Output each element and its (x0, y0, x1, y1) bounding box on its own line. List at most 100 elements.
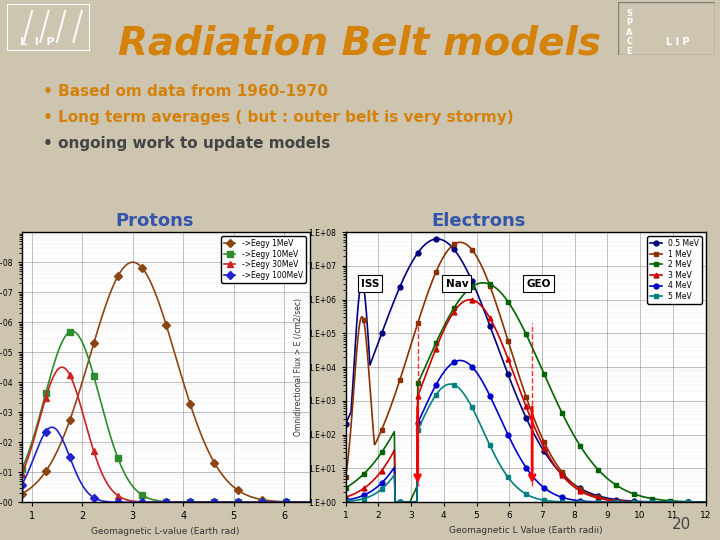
4 MeV (456, 357, 464, 364)
5 MeV (570, 499, 578, 505)
Text: • Based om data from 1960-1970: • Based om data from 1960-1970 (43, 84, 328, 99)
0.5 MeV (485, 320, 493, 327)
->Eegy 10MeV (261, 499, 269, 505)
0.5 MeV (433, 236, 442, 242)
4 MeV (701, 499, 710, 505)
4 MeV (384, 471, 393, 478)
3 MeV (384, 457, 393, 463)
Text: • ongoing work to update models: • ongoing work to update models (43, 136, 330, 151)
0.5 MeV (459, 261, 468, 268)
->Eegy 1MeV (261, 497, 269, 503)
->Eegy 100MeV (203, 499, 212, 505)
Text: Nav: Nav (446, 279, 468, 288)
5 MeV (460, 392, 469, 398)
Text: A: A (626, 28, 633, 37)
4 MeV (570, 497, 578, 503)
->Eegy 100MeV (280, 499, 289, 505)
4 MeV (486, 393, 495, 399)
Line: ->Eegy 100MeV: ->Eegy 100MeV (19, 424, 312, 505)
X-axis label: Geomagnetic L-value (Earth rad): Geomagnetic L-value (Earth rad) (91, 527, 240, 536)
1 MeV (602, 496, 611, 502)
->Eegy 100MeV (17, 482, 26, 488)
1 MeV (384, 408, 393, 415)
1 MeV (459, 240, 468, 246)
Text: Electrons: Electrons (431, 212, 526, 230)
->Eegy 100MeV (47, 424, 55, 430)
5 MeV (605, 499, 613, 505)
1 MeV (604, 496, 613, 503)
Text: Protons: Protons (115, 212, 194, 230)
Y-axis label: Omnidirectional Flux > E (/cm2/sec): Omnidirectional Flux > E (/cm2/sec) (294, 298, 303, 436)
->Eegy 1MeV (18, 490, 27, 496)
->Eegy 30MeV (189, 499, 198, 505)
->Eegy 30MeV (18, 469, 27, 476)
Line: 0.5 MeV: 0.5 MeV (343, 237, 708, 504)
->Eegy 1MeV (189, 409, 197, 416)
Line: 5 MeV: 5 MeV (343, 382, 708, 505)
0.5 MeV (384, 311, 393, 318)
3 MeV (391, 499, 400, 505)
->Eegy 10MeV (17, 466, 26, 472)
->Eegy 30MeV (189, 499, 197, 505)
2 MeV (341, 484, 350, 491)
2 MeV (605, 477, 613, 483)
Text: • Long term averages ( but : outer belt is very stormy): • Long term averages ( but : outer belt … (43, 110, 514, 125)
3 MeV (341, 494, 350, 501)
Bar (431, 235, 483, 278)
5 MeV (701, 499, 710, 505)
5 MeV (391, 499, 400, 505)
->Eegy 30MeV (280, 499, 289, 505)
Text: C: C (626, 37, 632, 46)
3 MeV (701, 499, 710, 505)
Text: GEO: GEO (526, 279, 551, 288)
Line: ->Eegy 30MeV: ->Eegy 30MeV (19, 364, 312, 505)
Legend: 0.5 MeV, 1 MeV, 2 MeV, 3 MeV, 4 MeV, 5 MeV: 0.5 MeV, 1 MeV, 2 MeV, 3 MeV, 4 MeV, 5 M… (647, 236, 702, 304)
->Eegy 100MeV (262, 499, 271, 505)
3 MeV (459, 298, 468, 305)
Line: 2 MeV: 2 MeV (343, 280, 708, 505)
->Eegy 30MeV (305, 499, 314, 505)
Text: Radiation Belt models: Radiation Belt models (119, 24, 601, 62)
2 MeV (478, 280, 487, 286)
5 MeV (603, 499, 611, 505)
0.5 MeV (569, 481, 577, 487)
Legend: ->Eegy 1MeV, ->Eegy 10MeV, ->Eegy 30MeV, ->Eegy 100MeV: ->Eegy 1MeV, ->Eegy 10MeV, ->Eegy 30MeV,… (221, 236, 306, 283)
Text: S: S (626, 9, 632, 17)
2 MeV (391, 499, 400, 505)
->Eegy 30MeV (259, 499, 268, 505)
3 MeV (570, 483, 578, 490)
Text: 20: 20 (672, 517, 691, 532)
->Eegy 100MeV (194, 499, 203, 505)
1 MeV (485, 280, 493, 287)
2 MeV (459, 291, 468, 298)
->Eegy 1MeV (189, 412, 198, 418)
->Eegy 10MeV (194, 499, 203, 505)
2 MeV (384, 438, 393, 444)
3 MeV (603, 497, 611, 503)
Line: 1 MeV: 1 MeV (343, 240, 708, 504)
->Eegy 30MeV (194, 499, 203, 505)
->Eegy 30MeV (58, 364, 66, 370)
->Eegy 100MeV (189, 499, 198, 505)
->Eegy 100MeV (189, 499, 197, 505)
5 MeV (384, 478, 393, 485)
3 MeV (466, 296, 474, 303)
0.5 MeV (701, 499, 710, 505)
->Eegy 1MeV (194, 426, 203, 432)
0.5 MeV (341, 421, 350, 427)
1 MeV (569, 481, 577, 487)
5 MeV (341, 498, 350, 505)
->Eegy 1MeV (305, 499, 314, 505)
Text: ISS: ISS (361, 279, 379, 288)
1 MeV (456, 239, 464, 246)
1 MeV (701, 499, 710, 505)
4 MeV (460, 358, 469, 365)
X-axis label: Geomagnetic L Value (Earth radii): Geomagnetic L Value (Earth radii) (449, 526, 603, 535)
5 MeV (446, 381, 454, 387)
Bar (519, 235, 558, 278)
Text: L  I  P: L I P (19, 37, 54, 48)
->Eegy 10MeV (279, 499, 288, 505)
Text: L I P: L I P (666, 37, 690, 47)
2 MeV (701, 499, 710, 505)
4 MeV (341, 497, 350, 503)
